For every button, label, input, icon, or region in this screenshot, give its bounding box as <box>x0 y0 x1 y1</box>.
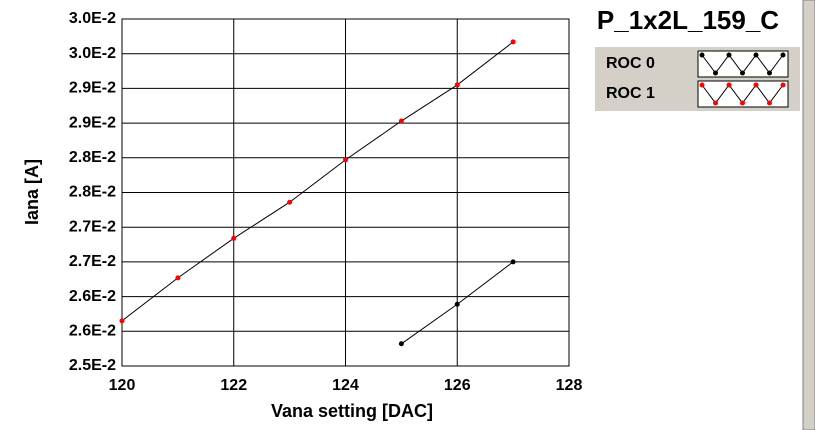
legend-label: ROC 1 <box>606 85 655 102</box>
legend-swatch-marker <box>713 100 718 106</box>
legend-swatch-marker <box>780 52 786 58</box>
chart-title: P_1x2L_159_C <box>597 5 779 35</box>
x-tick-label: 128 <box>556 377 583 394</box>
legend-swatch-marker <box>726 52 732 58</box>
data-point <box>231 235 237 241</box>
y-tick-label: 2.7E-2 <box>69 253 116 270</box>
data-point <box>398 341 404 347</box>
data-point <box>287 199 293 205</box>
x-tick-label: 124 <box>332 377 359 394</box>
legend-swatch-marker <box>699 52 705 58</box>
side-bar <box>802 0 815 430</box>
legend-swatch-marker <box>713 70 718 76</box>
y-tick-label: 2.6E-2 <box>69 323 116 340</box>
y-tick-label: 3.0E-2 <box>69 45 116 62</box>
y-tick-label: 2.9E-2 <box>69 80 116 97</box>
data-point <box>454 301 460 307</box>
x-tick-label: 122 <box>220 377 247 394</box>
legend-swatch-marker <box>740 70 745 76</box>
series-line <box>121 41 514 322</box>
data-point <box>398 118 404 124</box>
legend-swatch-marker <box>726 82 732 88</box>
legend-label: ROC 0 <box>606 55 655 72</box>
data-point <box>510 39 516 45</box>
y-axis-label: Iana [A] <box>22 159 42 225</box>
data-point <box>343 157 348 163</box>
legend-swatch-marker <box>740 100 745 106</box>
data-point <box>510 259 516 265</box>
y-tick-label: 2.5E-2 <box>69 357 116 374</box>
y-tick-label: 2.9E-2 <box>69 114 116 131</box>
x-tick-label: 126 <box>444 377 471 394</box>
legend-swatch-marker <box>767 100 772 106</box>
data-point <box>454 82 460 88</box>
y-tick-label: 2.8E-2 <box>69 149 116 166</box>
data-point <box>119 318 125 324</box>
y-tick-label: 2.7E-2 <box>69 218 116 235</box>
legend-swatch-marker <box>780 82 786 88</box>
legend-swatch-marker <box>753 52 759 58</box>
y-tick-label: 3.0E-2 <box>69 10 116 27</box>
legend-swatch-marker <box>767 70 772 76</box>
x-tick-label: 120 <box>109 377 136 394</box>
data-point <box>175 275 181 281</box>
legend-swatch-marker <box>753 82 759 88</box>
legend-swatch-marker <box>699 82 705 88</box>
y-tick-label: 2.6E-2 <box>69 288 116 305</box>
y-tick-label: 2.8E-2 <box>69 184 116 201</box>
x-axis-label: Vana setting [DAC] <box>271 401 433 421</box>
